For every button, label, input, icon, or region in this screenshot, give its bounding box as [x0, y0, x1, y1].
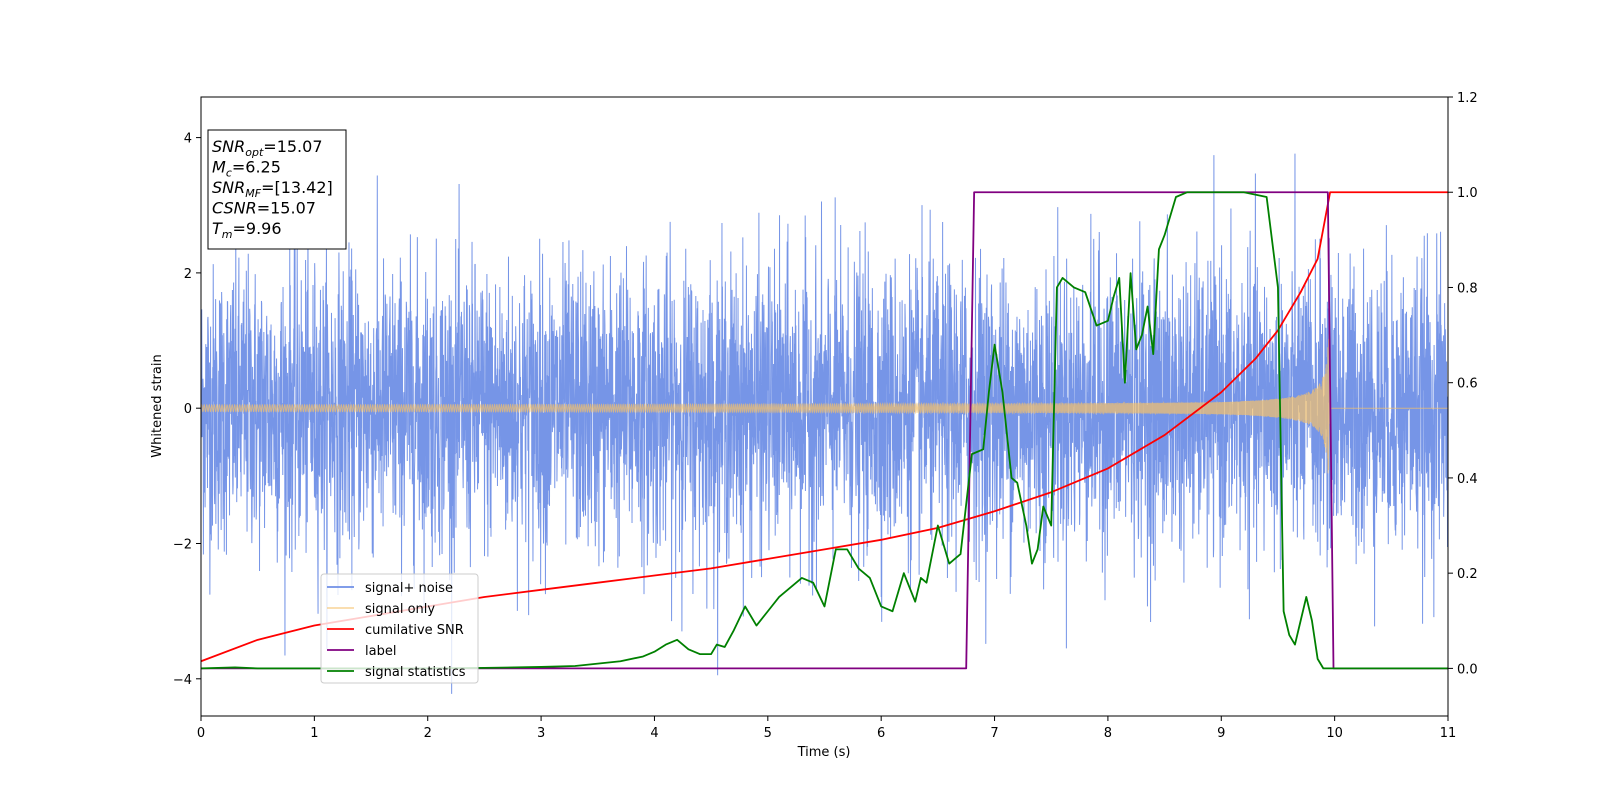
y-right-tick-label: 0.8 — [1457, 281, 1478, 296]
y-left-tick-label: 4 — [184, 132, 192, 147]
x-tick-label: 6 — [877, 726, 885, 741]
series-signal-statistics — [201, 191, 1448, 670]
legend-label: label — [365, 644, 396, 659]
info-line: Mc=6.25 — [212, 158, 281, 180]
y-right-tick-label: 1.0 — [1457, 186, 1478, 201]
legend-frame — [320, 573, 479, 684]
info-box: SNRopt=15.07Mc=6.25SNRMF=[13.42]CSNR=15.… — [207, 129, 347, 250]
x-tick-label: 4 — [650, 726, 658, 741]
y-right-tick-label: 0.6 — [1457, 377, 1478, 392]
legend: signal+ noise signal only cumilative SNR la… — [320, 573, 479, 684]
info-box-frame — [207, 129, 347, 250]
info-line: Tm=9.96 — [212, 219, 282, 241]
x-tick-label: 0 — [197, 726, 205, 741]
y-right-tick-label: 0.4 — [1457, 472, 1478, 487]
x-tick-label: 11 — [1440, 726, 1457, 741]
x-tick-label: 3 — [537, 726, 545, 741]
x-tick-label: 2 — [424, 726, 432, 741]
x-tick-label: 10 — [1326, 726, 1343, 741]
y-left-tick-label: 0 — [184, 402, 192, 417]
x-tick-label: 7 — [990, 726, 998, 741]
x-tick-label: 5 — [764, 726, 772, 741]
x-tick-label: 1 — [310, 726, 318, 741]
series-signal-only — [201, 334, 1448, 474]
x-tick-label: 8 — [1104, 726, 1112, 741]
legend-label: signal only — [365, 602, 435, 617]
y-right-tick-label: 1.2 — [1457, 91, 1478, 106]
legend-label: signal statistics — [365, 665, 466, 680]
info-line: CSNR=15.07 — [212, 199, 316, 218]
y-axis-right: 1.2 1.0 0.8 0.6 0.4 0.2 0.0 — [1448, 91, 1478, 677]
y-right-tick-label: 0.0 — [1457, 662, 1478, 677]
plot-frame — [200, 96, 1449, 717]
legend-label: cumilative SNR — [365, 623, 464, 638]
x-tick-label: 9 — [1217, 726, 1225, 741]
y-left-tick-label: 2 — [184, 267, 192, 282]
info-line: SNRopt=15.07 — [212, 137, 323, 159]
series-signal-noise — [201, 153, 1448, 694]
legend-label: signal+ noise — [365, 581, 453, 596]
y-axis-label: Whitened strain — [150, 354, 165, 457]
x-axis: 0 1 2 3 4 5 6 7 8 9 10 11 — [197, 716, 1456, 741]
x-axis-label: Time (s) — [797, 745, 851, 760]
y-right-tick-label: 0.2 — [1457, 567, 1478, 582]
y-axis-left: 4 2 0 −2 −4 — [173, 132, 201, 688]
y-left-tick-label: −2 — [173, 537, 192, 552]
info-line: SNRMF=[13.42] — [212, 178, 333, 200]
y-left-tick-label: −4 — [173, 673, 192, 688]
